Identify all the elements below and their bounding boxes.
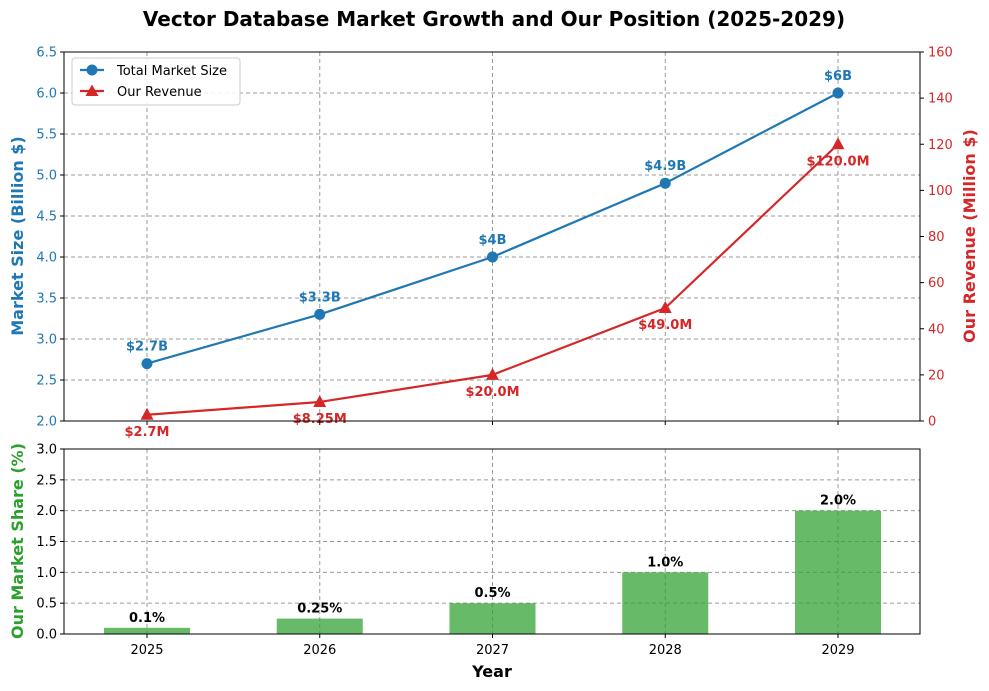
top-panel-series: $2.7B $3.3B $4B $4.9B $6B $2.7M $8.25M $20.0M $4… xyxy=(124,69,869,440)
left-axis-tick-label: 2.0 xyxy=(36,415,57,430)
revenue-data-label: $120.0M xyxy=(806,154,869,169)
market-share-bar xyxy=(276,618,363,634)
market-share-data-label: 0.25% xyxy=(297,602,342,617)
legend-label-revenue: Our Revenue xyxy=(117,85,202,100)
legend-box xyxy=(71,57,241,106)
left-axis-tick-label: 5.5 xyxy=(36,128,57,143)
market-size-data-label: $4.9B xyxy=(644,159,686,174)
market-share-data-label: 2.0% xyxy=(820,494,856,509)
left-axis-label: Market Size (Billion $) xyxy=(8,136,27,335)
legend: Total Market Size Our Revenue xyxy=(71,57,241,106)
market-size-data-label: $3.3B xyxy=(299,290,341,305)
left-axis-tick-label: 2.5 xyxy=(36,374,57,389)
market-share-data-label: 0.1% xyxy=(129,611,165,626)
market-size-data-label: $4B xyxy=(479,233,507,248)
x-tick-label: 2029 xyxy=(821,643,854,658)
market-share-bar xyxy=(795,510,881,634)
market-share-bar xyxy=(104,627,190,634)
top-x-ticks xyxy=(146,421,839,425)
revenue-point xyxy=(140,407,154,420)
bottom-y-tick-label: 1.0 xyxy=(36,566,57,581)
x-tick-label: 2025 xyxy=(130,643,163,658)
right-axis-tick-label: 20 xyxy=(928,368,945,383)
market-share-bar xyxy=(622,572,709,634)
market-size-data-label: $2.7B xyxy=(126,340,168,355)
revenue-point xyxy=(313,394,327,407)
revenue-data-label: $2.7M xyxy=(124,425,169,440)
bottom-y-tick-label: 2.5 xyxy=(36,473,57,488)
revenue-data-label: $49.0M xyxy=(638,318,692,333)
right-axis-tick-label: 120 xyxy=(928,138,953,153)
legend-marker-revenue xyxy=(85,84,99,96)
bottom-y-tick-label: 0.0 xyxy=(36,628,57,643)
market-size-point xyxy=(141,358,153,370)
right-axis-ticks: 0 20 40 60 80 100 120 140 160 xyxy=(920,46,953,430)
right-axis-tick-label: 100 xyxy=(928,184,953,199)
market-share-data-label: 1.0% xyxy=(647,555,683,570)
bottom-y-tick-label: 3.0 xyxy=(36,443,57,458)
right-axis-tick-label: 160 xyxy=(928,46,953,61)
x-tick-label: 2027 xyxy=(476,643,509,658)
revenue-data-label: $8.25M xyxy=(293,412,347,427)
left-axis-tick-label: 5.0 xyxy=(36,169,57,184)
revenue-data-label: $20.0M xyxy=(465,385,519,400)
left-axis-tick-label: 3.5 xyxy=(36,292,57,307)
market-size-point xyxy=(487,251,498,263)
right-axis-tick-label: 80 xyxy=(928,230,945,245)
left-axis-tick-label: 6.5 xyxy=(36,46,57,61)
legend-marker-market xyxy=(86,64,98,76)
market-share-bar xyxy=(449,603,536,634)
revenue-point xyxy=(658,300,672,313)
right-axis-tick-label: 140 xyxy=(928,92,953,107)
market-size-point xyxy=(659,177,671,189)
left-axis-tick-label: 4.5 xyxy=(36,210,57,225)
legend-label-market: Total Market Size xyxy=(116,64,227,79)
x-tick-label: 2026 xyxy=(303,643,336,658)
right-axis-tick-label: 40 xyxy=(928,322,945,337)
bottom-y-tick-label: 1.5 xyxy=(36,535,57,550)
market-size-data-label: $6B xyxy=(824,69,852,84)
market-size-point xyxy=(832,87,844,99)
market-size-point xyxy=(314,308,326,320)
market-share-data-label: 0.5% xyxy=(474,586,510,601)
revenue-point xyxy=(486,367,499,380)
x-axis-label: Year xyxy=(471,662,512,681)
left-axis-tick-label: 4.0 xyxy=(36,251,57,266)
bottom-x-ticks: 2025 2026 2027 2028 2029 xyxy=(130,634,855,658)
revenue-point xyxy=(831,137,845,150)
left-axis-tick-label: 6.0 xyxy=(36,87,57,102)
x-tick-label: 2028 xyxy=(649,643,682,658)
right-axis-tick-label: 60 xyxy=(928,276,945,291)
chart-title: Vector Database Market Growth and Our Po… xyxy=(143,7,845,31)
bottom-y-tick-label: 2.0 xyxy=(36,504,57,519)
bottom-y-tick-label: 0.5 xyxy=(36,597,57,612)
right-axis-tick-label: 0 xyxy=(928,415,936,430)
bottom-y-ticks: 0.0 0.5 1.0 1.5 2.0 2.5 3.0 xyxy=(36,443,64,643)
bottom-panel-bars: 0.1% 0.25% 0.5% 1.0% 2.0% xyxy=(104,494,881,634)
right-axis-label: Our Revenue (Million $) xyxy=(960,129,979,343)
bottom-y-axis-label: Our Market Share (%) xyxy=(8,443,27,639)
left-axis-ticks: 2.0 2.5 3.0 3.5 4.0 4.5 5.0 5.5 6.0 6.5 xyxy=(36,46,64,430)
left-axis-tick-label: 3.0 xyxy=(36,333,57,348)
